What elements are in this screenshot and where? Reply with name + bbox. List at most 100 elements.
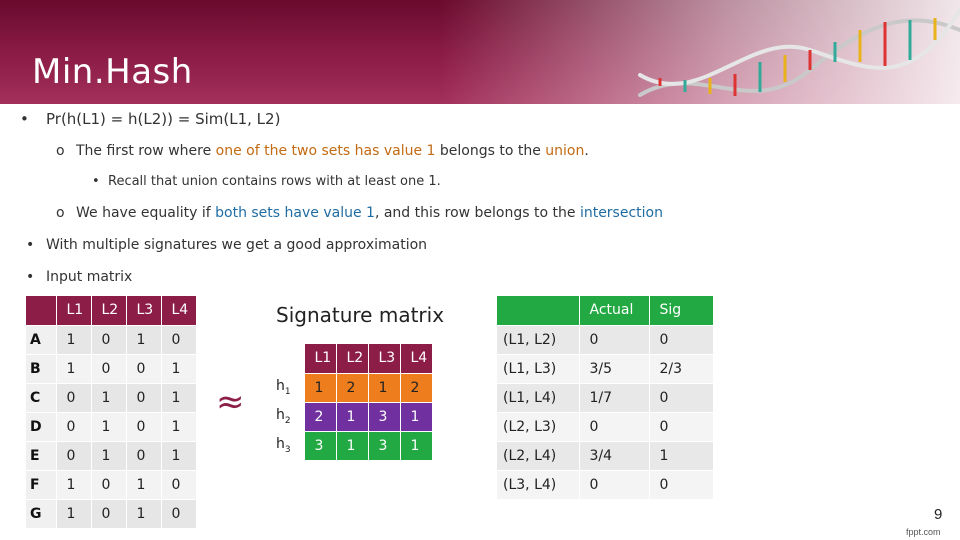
bullet-text: belongs to the bbox=[435, 143, 546, 159]
bullet-first-row: o The first row where one of the two sets… bbox=[56, 143, 589, 159]
cell: 1 bbox=[400, 402, 433, 432]
cell: 1 bbox=[400, 431, 433, 461]
bullet-marker: o bbox=[56, 143, 65, 159]
row-label: D bbox=[26, 412, 57, 442]
table-header-row: L1 L2 L3 L4 bbox=[272, 344, 433, 374]
bullet-marker: • bbox=[20, 110, 29, 128]
cell: 0 bbox=[126, 412, 162, 442]
table-row: (L2, L3) 0 0 bbox=[497, 412, 714, 442]
header-band: Min.Hash bbox=[0, 0, 960, 104]
cell: 1 bbox=[91, 383, 127, 413]
cell: 1 bbox=[126, 325, 162, 355]
cell: 1 bbox=[161, 383, 197, 413]
bullet-multiple-signatures: • With multiple signatures we get a good … bbox=[26, 237, 427, 253]
table-row: A 1 0 1 0 bbox=[26, 325, 197, 355]
table-row: h1 1 2 1 2 bbox=[272, 373, 433, 403]
actual-value: 3/4 bbox=[579, 441, 650, 471]
pair-label: (L1, L2) bbox=[497, 325, 580, 355]
cell: 0 bbox=[91, 499, 127, 529]
bullet-marker: • bbox=[92, 174, 100, 189]
signature-matrix-table: L1 L2 L3 L4 h1 1 2 1 2 h2 2 1 3 1 h3 3 1… bbox=[272, 344, 433, 461]
highlight-text: one of the two sets has value 1 bbox=[215, 143, 436, 159]
table-row: B 1 0 0 1 bbox=[26, 354, 197, 384]
sig-value: 0 bbox=[649, 412, 714, 442]
cell: 0 bbox=[91, 470, 127, 500]
column-header: L3 bbox=[126, 296, 162, 326]
bullet-equality: o We have equality if both sets have valu… bbox=[56, 205, 663, 221]
actual-value: 0 bbox=[579, 412, 650, 442]
cell: 1 bbox=[126, 470, 162, 500]
cell: 0 bbox=[161, 470, 197, 500]
row-label: A bbox=[26, 325, 57, 355]
cell: 0 bbox=[56, 412, 92, 442]
column-header: L2 bbox=[91, 296, 127, 326]
sig-value: 2/3 bbox=[649, 354, 714, 384]
column-header: Actual bbox=[579, 296, 650, 326]
cell: 1 bbox=[161, 441, 197, 471]
cell: 1 bbox=[161, 354, 197, 384]
cell: 2 bbox=[304, 402, 337, 432]
cell: 1 bbox=[304, 373, 337, 403]
highlight-text: union bbox=[545, 143, 585, 159]
table-row: (L1, L2) 0 0 bbox=[497, 325, 714, 355]
bullet-input-matrix: • Input matrix bbox=[26, 269, 132, 285]
sig-value: 0 bbox=[649, 325, 714, 355]
column-header: L3 bbox=[368, 344, 401, 374]
table-row: (L3, L4) 0 0 bbox=[497, 470, 714, 500]
bullet-marker: • bbox=[26, 269, 35, 285]
cell: 1 bbox=[56, 499, 92, 529]
pair-label: (L1, L3) bbox=[497, 354, 580, 384]
row-label: h2 bbox=[272, 402, 305, 432]
table-row: h3 3 1 3 1 bbox=[272, 431, 433, 461]
table-row: D 0 1 0 1 bbox=[26, 412, 197, 442]
row-label: F bbox=[26, 470, 57, 500]
sig-value: 0 bbox=[649, 470, 714, 500]
table-header-row: L1 L2 L3 L4 bbox=[26, 296, 197, 326]
cell: 0 bbox=[91, 354, 127, 384]
table-row: C 0 1 0 1 bbox=[26, 383, 197, 413]
column-header: L1 bbox=[56, 296, 92, 326]
cell: 3 bbox=[368, 431, 401, 461]
bullet-probability: • Pr(h(L1) = h(L2)) = Sim(L1, L2) bbox=[20, 110, 280, 128]
row-label: G bbox=[26, 499, 57, 529]
cell: 1 bbox=[368, 373, 401, 403]
pair-label: (L2, L3) bbox=[497, 412, 580, 442]
cell: 1 bbox=[91, 441, 127, 471]
cell: 0 bbox=[126, 354, 162, 384]
table-row: (L1, L3) 3/5 2/3 bbox=[497, 354, 714, 384]
table-header-row: Actual Sig bbox=[497, 296, 714, 326]
bullet-recall-union: • Recall that union contains rows with at… bbox=[92, 174, 441, 189]
bullet-text: Pr(h(L1) = h(L2)) = Sim(L1, L2) bbox=[46, 110, 281, 128]
sig-value: 0 bbox=[649, 383, 714, 413]
table-row: h2 2 1 3 1 bbox=[272, 402, 433, 432]
column-header: Sig bbox=[649, 296, 714, 326]
bullet-text: . bbox=[584, 143, 589, 159]
highlight-text: both sets have value 1 bbox=[215, 205, 375, 221]
cell: 1 bbox=[56, 325, 92, 355]
page-number: 9 bbox=[934, 506, 943, 523]
cell: 2 bbox=[336, 373, 369, 403]
column-header: L2 bbox=[336, 344, 369, 374]
actual-value: 1/7 bbox=[579, 383, 650, 413]
bullet-text: Recall that union contains rows with at … bbox=[108, 174, 441, 189]
bullet-text: Input matrix bbox=[46, 269, 133, 285]
column-header: L4 bbox=[400, 344, 433, 374]
bullet-text: The first row where bbox=[76, 143, 216, 159]
row-label: E bbox=[26, 441, 57, 471]
cell: 0 bbox=[126, 383, 162, 413]
cell: 1 bbox=[336, 402, 369, 432]
cell: 1 bbox=[126, 499, 162, 529]
actual-value: 0 bbox=[579, 325, 650, 355]
cell: 0 bbox=[126, 441, 162, 471]
actual-value: 0 bbox=[579, 470, 650, 500]
cell: 2 bbox=[400, 373, 433, 403]
cell: 1 bbox=[56, 354, 92, 384]
pair-label: (L3, L4) bbox=[497, 470, 580, 500]
cell: 1 bbox=[56, 470, 92, 500]
row-label: B bbox=[26, 354, 57, 384]
table-row: G 1 0 1 0 bbox=[26, 499, 197, 529]
column-header: L1 bbox=[304, 344, 337, 374]
sig-value: 1 bbox=[649, 441, 714, 471]
signature-matrix-title: Signature matrix bbox=[276, 303, 445, 327]
bullet-marker: o bbox=[56, 205, 65, 221]
